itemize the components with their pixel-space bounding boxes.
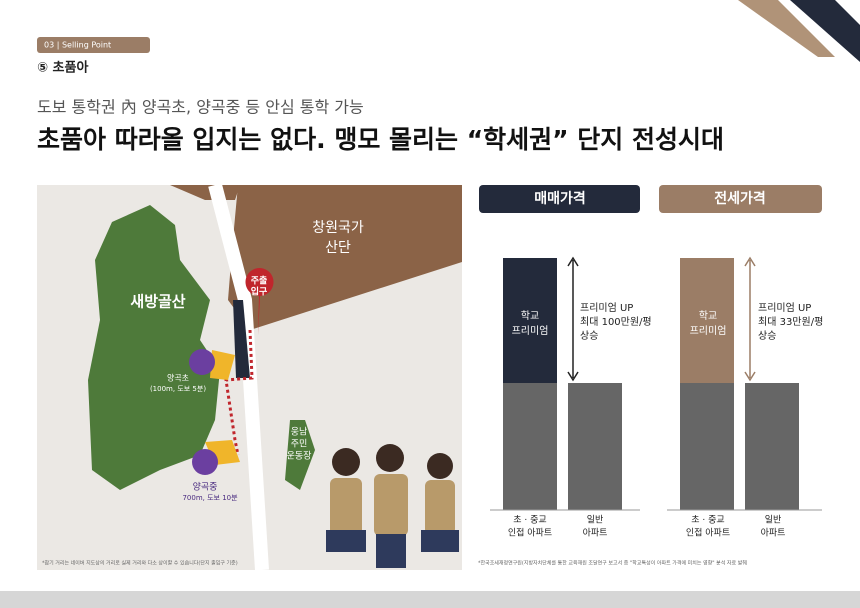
- bar-label: 학교: [521, 310, 539, 322]
- industrial-area: [228, 185, 462, 330]
- badge: [37, 37, 150, 53]
- map-label: 700m, 도보 10분: [182, 494, 238, 502]
- badge-text: 03 | Selling Point: [44, 41, 111, 50]
- walk-route: [224, 329, 254, 456]
- deco-stripe: [738, 0, 835, 57]
- premium-note: 상승: [758, 330, 776, 342]
- x-label: 일반: [765, 515, 782, 526]
- x-label: 아파트: [761, 528, 786, 539]
- x-label: 아파트: [583, 528, 608, 539]
- x-label: 초 · 중교: [513, 515, 546, 526]
- map-label: 주출: [251, 275, 268, 287]
- title: 초품아 따라올 입지는 없다. 맹모 몰리는 “학세권” 단지 전성시대: [37, 125, 724, 154]
- price-panel: [479, 185, 640, 511]
- students: [326, 444, 459, 568]
- bar-label: 프리미엄: [690, 325, 727, 337]
- x-label: 일반: [587, 515, 604, 526]
- map-label: 창원국가: [312, 220, 364, 236]
- map-label: 입구: [251, 286, 268, 298]
- mountain: [88, 205, 220, 490]
- map-label: 산단: [325, 240, 351, 256]
- premium-note: 최대 33만원/평: [758, 316, 823, 328]
- map-label: 웅남: [291, 427, 308, 438]
- map-label: 주민: [291, 439, 308, 450]
- x-label: 인접 아파트: [686, 527, 730, 539]
- panel-title: 전세가격: [714, 190, 766, 207]
- bar-label: 프리미엄: [512, 325, 549, 337]
- road: [208, 183, 269, 571]
- deco-stripe: [790, 0, 860, 62]
- footer-strip: [0, 591, 860, 608]
- panel-title: 매매가격: [534, 190, 586, 207]
- x-label: 초 · 중교: [691, 515, 724, 526]
- field: [285, 420, 315, 490]
- subtitle: 도보 통학권 內 양곡초, 양곡중 등 안심 통학 가능: [37, 98, 364, 117]
- map-label: (100m, 도보 5분): [150, 385, 206, 393]
- map: [37, 183, 462, 571]
- map-label: 양곡초: [167, 374, 189, 383]
- jeonse-panel: [659, 185, 822, 511]
- x-label: 인접 아파트: [508, 527, 552, 539]
- complex: [233, 300, 250, 378]
- map-label: 양곡중: [193, 482, 218, 493]
- school-icon: [192, 449, 218, 475]
- premium-note: 프리미엄 UP: [758, 302, 811, 314]
- bar-label: 학교: [699, 310, 717, 322]
- section: ⑤ 초품아: [37, 60, 88, 76]
- premium-note: 상승: [580, 330, 598, 342]
- map-label: 새방골산: [130, 293, 185, 311]
- footnote: *참기 거리는 네이버 지도상의 거리로 실제 거리와 다소 상이할 수 있습니…: [42, 560, 238, 567]
- map-label: 운동장: [287, 451, 312, 462]
- footnote: *한국조세재정연구원(지방자치단체를 통한 교육재원 조달연구 보고서 중 "학…: [478, 560, 747, 567]
- premium-note: 프리미엄 UP: [580, 302, 633, 314]
- school-icon: [189, 349, 215, 375]
- premium-note: 최대 100만원/평: [580, 316, 652, 328]
- entrance-pin: [245, 268, 274, 335]
- school-lot: [210, 350, 235, 380]
